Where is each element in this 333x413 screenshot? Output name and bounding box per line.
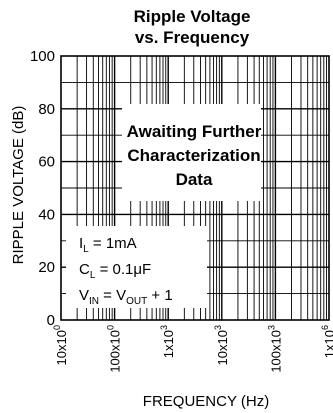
- y-tick-label: 80: [38, 101, 55, 118]
- test-conditions: IL = 1mA CL = 0.1μF VIN = VOUT + 1: [79, 235, 173, 307]
- x-tick-label: 1x103: [159, 325, 176, 358]
- annotation-line-2: Characterization: [127, 146, 260, 165]
- annotation-box: [122, 104, 261, 201]
- condition-line: IL = 1mA: [79, 235, 137, 255]
- x-axis-label: FREQUENCY (Hz): [143, 393, 269, 410]
- y-tick-label: 60: [38, 154, 55, 171]
- x-tick-label: 100x103: [266, 325, 283, 373]
- y-axis-label: RIPPLE VOLTAGE (dB): [10, 106, 27, 265]
- x-tick-label: 10x103: [213, 325, 230, 365]
- condition-line: CL = 0.1μF: [79, 261, 151, 281]
- conditions-box: [66, 226, 207, 308]
- x-tick-label: 100x100: [106, 325, 123, 373]
- plot-tick-labels: 0 20 40 60 80 100 10x100 100x100 1x103 10x103 100x…: [30, 48, 333, 373]
- plot-frame: [60, 55, 330, 321]
- y-tick-label: 100: [30, 48, 55, 65]
- annotation-line-3: Data: [176, 170, 213, 189]
- x-tick-label: 1x106: [320, 325, 333, 358]
- annotation-line-1: Awaiting Further: [127, 122, 262, 141]
- condition-line: VIN = VOUT + 1: [79, 287, 173, 307]
- chart-title-line-2: vs. Frequency: [135, 28, 250, 47]
- y-tick-label: 0: [47, 312, 55, 329]
- chart-title-line-1: Ripple Voltage: [134, 7, 251, 26]
- y-tick-label: 20: [38, 259, 55, 276]
- y-tick-label: 40: [38, 206, 55, 223]
- x-tick-label: 10x100: [52, 325, 69, 365]
